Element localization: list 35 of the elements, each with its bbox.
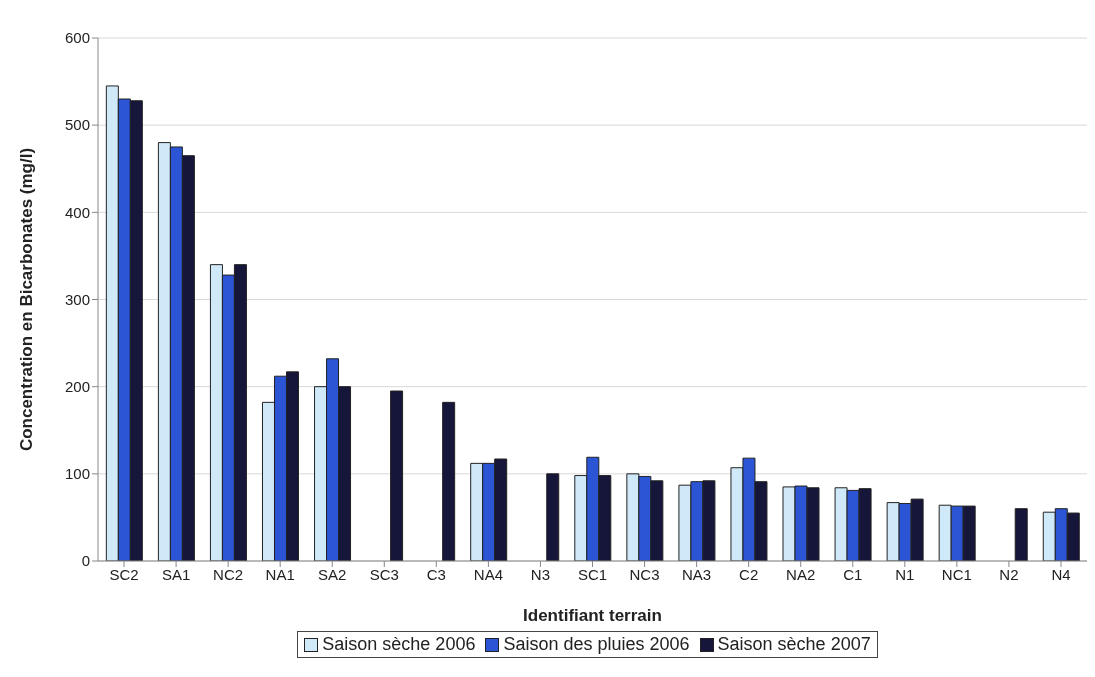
x-tick-label: SC1	[577, 565, 608, 583]
x-tick-label: SA2	[318, 565, 347, 583]
bar	[1014, 508, 1028, 561]
x-tick-label: C3	[426, 565, 446, 583]
x-tick-label: N4	[1051, 565, 1071, 583]
y-axis-title: Concentration en Bicarbonates (mg/l)	[17, 147, 37, 452]
x-tick-label: C1	[843, 565, 863, 583]
x-tick-label: NA2	[786, 565, 816, 583]
bar	[546, 473, 560, 561]
x-tick-label: SC2	[109, 565, 139, 583]
x-tick-label: NC1	[941, 565, 972, 583]
y-tick-label: 600	[64, 29, 90, 47]
x-tick-label: NA3	[682, 565, 712, 583]
x-tick-label: SA1	[161, 565, 191, 583]
legend-label: Saison sèche 2007	[716, 634, 871, 655]
x-tick-label: NC3	[629, 565, 660, 583]
legend-label: Saison sèche 2006	[321, 634, 476, 655]
y-tick-label: 500	[64, 116, 90, 134]
x-tick-label: NA4	[473, 565, 503, 583]
x-axis-title: Identifiant terrain	[523, 606, 662, 625]
x-tick-label: NA1	[265, 565, 295, 583]
bar	[442, 401, 456, 561]
y-tick-label: 400	[64, 203, 90, 221]
x-tick-label: SC3	[369, 565, 399, 583]
x-tick-label: N3	[530, 565, 551, 583]
legend-label: Saison des pluies 2006	[502, 634, 690, 655]
y-tick-label: 0	[81, 552, 90, 570]
y-tick-label: 300	[64, 290, 90, 308]
x-tick-label: N1	[895, 565, 915, 583]
x-tick-label: C2	[739, 565, 759, 583]
y-tick-label: 100	[64, 465, 90, 483]
x-tick-label: N2	[999, 565, 1019, 583]
y-tick-label: 200	[64, 377, 90, 395]
bar	[390, 390, 404, 561]
x-tick-label: NC2	[213, 565, 244, 583]
